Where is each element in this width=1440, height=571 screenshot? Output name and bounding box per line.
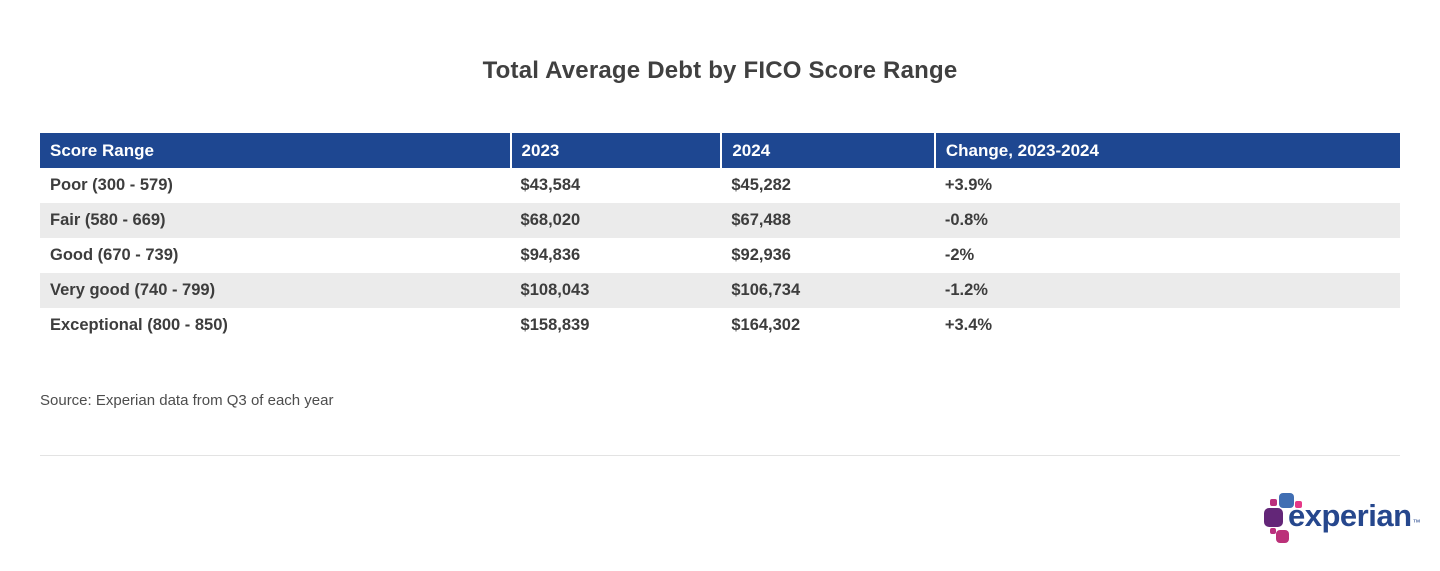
logo-magenta-square-icon	[1276, 530, 1289, 543]
value-2023-cell: $68,020	[520, 211, 581, 229]
value-2023-cell: $94,836	[520, 246, 581, 264]
trademark-symbol: ™	[1412, 518, 1421, 527]
table-body: Poor (300 - 579) $43,584 $45,282 +3.9% Fair …	[40, 168, 1400, 343]
page-title: Total Average Debt by FICO Score Range	[482, 57, 958, 84]
column-header-score-range: Score Range	[40, 133, 511, 168]
change-cell: -2%	[944, 246, 975, 264]
value-2024-cell: $164,302	[731, 316, 801, 334]
logo-magenta-dot-icon	[1270, 499, 1277, 506]
column-header-change: Change, 2023-2024	[933, 133, 1400, 168]
value-2024-cell: $45,282	[731, 176, 791, 194]
column-header-2024: 2024	[720, 133, 935, 168]
footer-divider	[40, 455, 1400, 456]
logo-purple-square-icon	[1264, 508, 1283, 527]
table-row: Very good (740 - 799) $108,043 $106,734 -1.…	[40, 273, 1400, 308]
source-note: Source: Experian data from Q3 of each ye…	[40, 392, 334, 409]
change-cell: -1.2%	[944, 281, 988, 299]
value-2023-cell: $108,043	[520, 281, 590, 299]
score-range-cell: Exceptional (800 - 850)	[50, 316, 228, 334]
table-header-row: Score Range 2023 2024 Change, 2023-2024	[40, 133, 1400, 168]
value-2024-cell: $67,488	[731, 211, 791, 229]
score-range-cell: Poor (300 - 579)	[50, 176, 173, 194]
value-2023-cell: $43,584	[520, 176, 581, 194]
change-cell: +3.9%	[944, 176, 993, 194]
table-row: Good (670 - 739) $94,836 $92,936 -2%	[40, 238, 1400, 273]
score-range-cell: Fair (580 - 669)	[50, 211, 166, 229]
experian-wordmark: experian™	[1288, 498, 1421, 534]
logo-magenta-dot2-icon	[1270, 528, 1276, 534]
score-range-cell: Good (670 - 739)	[50, 246, 179, 264]
score-range-cell: Very good (740 - 799)	[50, 281, 216, 299]
table-row: Exceptional (800 - 850) $158,839 $164,302 +…	[40, 308, 1400, 343]
value-2024-cell: $106,734	[731, 281, 801, 299]
table-row: Fair (580 - 669) $68,020 $67,488 -0.8%	[40, 203, 1400, 238]
logo-pink-dot-icon	[1295, 501, 1302, 508]
value-2024-cell: $92,936	[731, 246, 791, 264]
column-header-2023: 2023	[509, 133, 722, 168]
change-cell: -0.8%	[944, 211, 988, 229]
footer: experian™	[40, 486, 1421, 548]
experian-logo: experian™	[1258, 486, 1421, 548]
experian-wordmark-text: experian	[1288, 498, 1412, 533]
logo-blue-square-icon	[1279, 493, 1294, 508]
debt-by-fico-table: Score Range 2023 2024 Change, 2023-2024 …	[40, 133, 1400, 343]
table-row: Poor (300 - 579) $43,584 $45,282 +3.9%	[40, 168, 1400, 203]
table-header: Score Range 2023 2024 Change, 2023-2024	[40, 133, 1400, 168]
change-cell: +3.4%	[944, 316, 993, 334]
value-2023-cell: $158,839	[520, 316, 590, 334]
